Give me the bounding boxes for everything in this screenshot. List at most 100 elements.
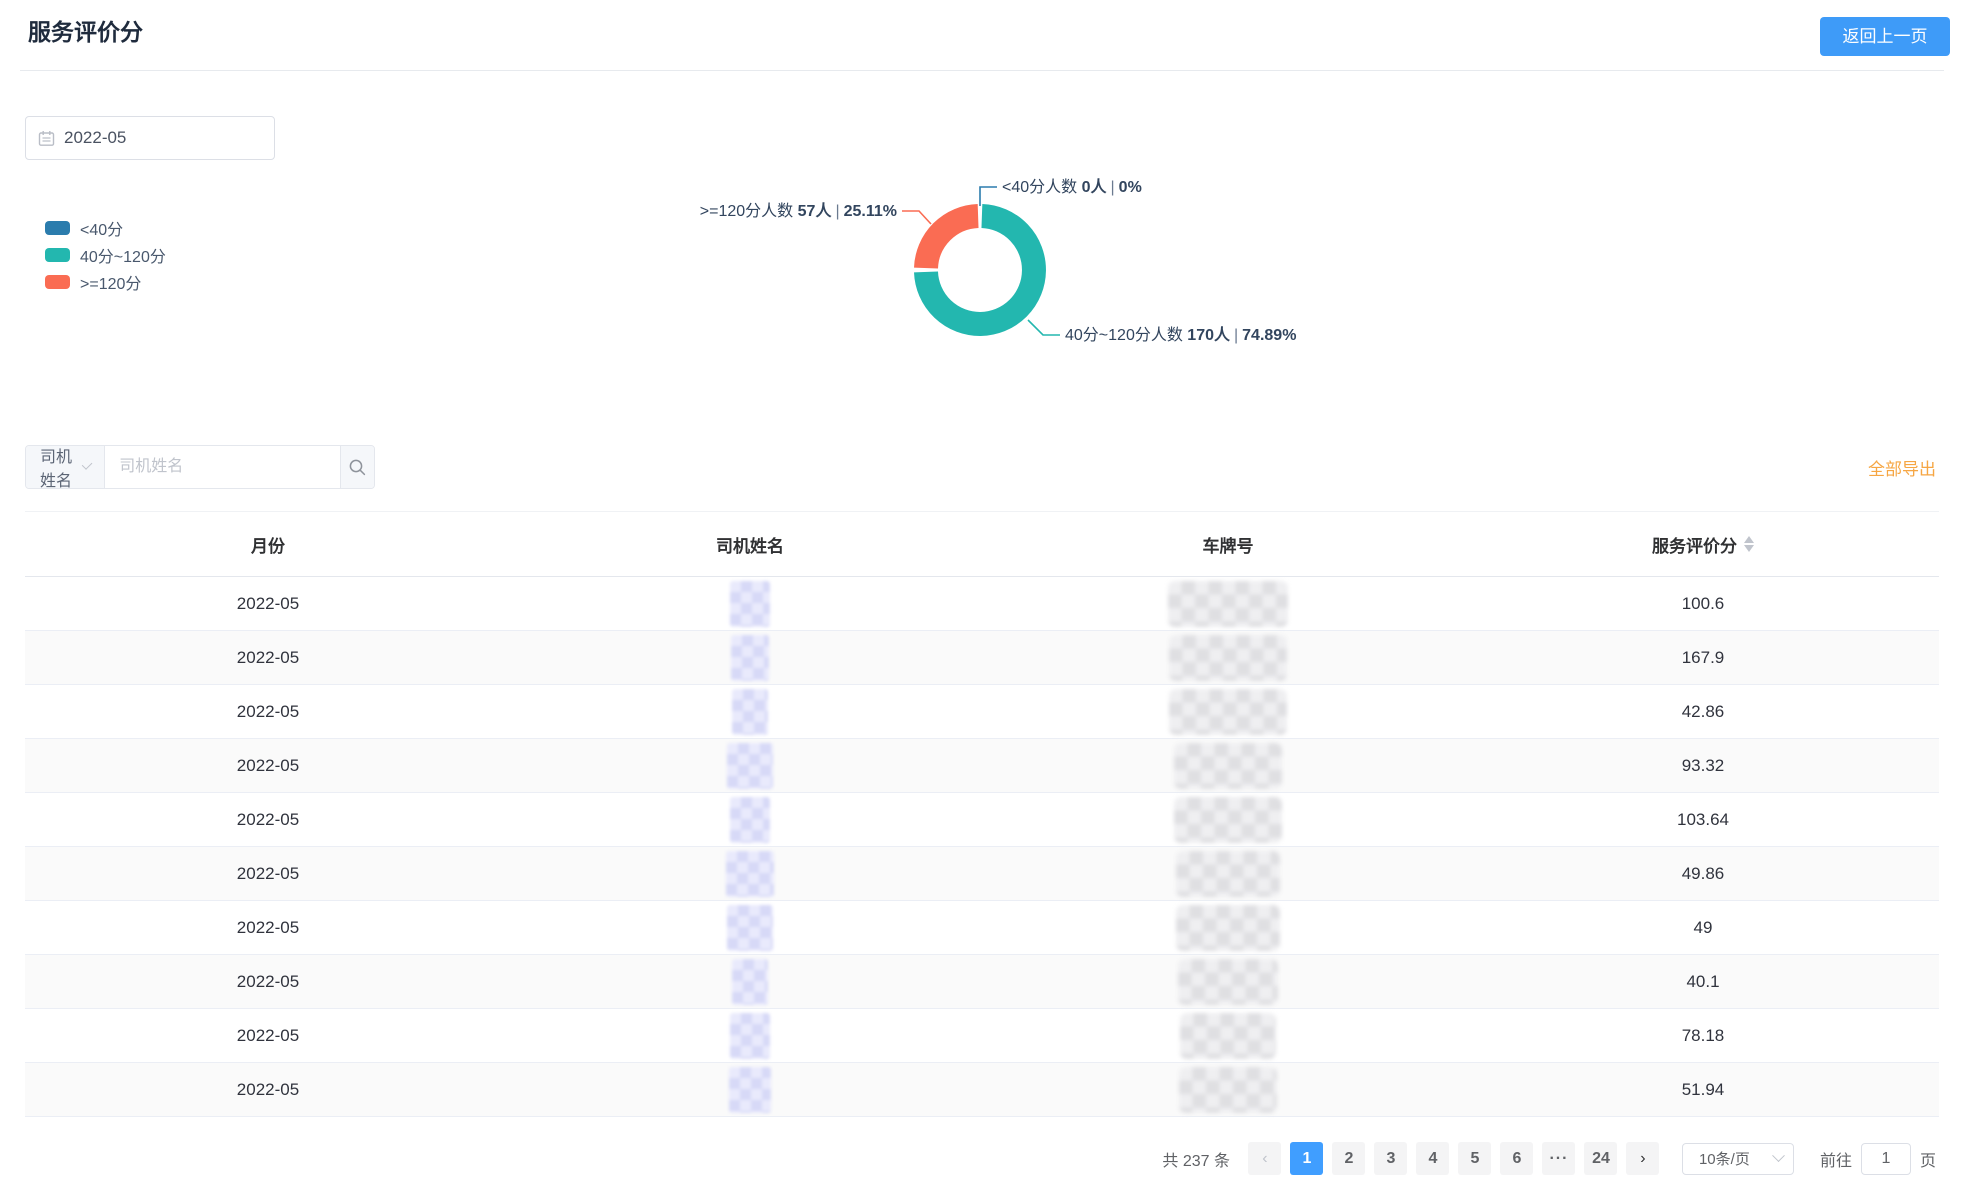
goto-page-input[interactable] — [1860, 1142, 1911, 1175]
pagination-next-button[interactable]: › — [1626, 1142, 1660, 1175]
cell-plate-number — [989, 846, 1467, 901]
table-row: 2022-05 100.6 — [25, 576, 1939, 631]
donut-slice-mid[interactable] — [914, 204, 1046, 336]
legend-item[interactable]: >=120分 — [45, 275, 166, 293]
legend-marker — [45, 221, 70, 235]
cell-driver-name — [511, 900, 989, 955]
driver-name-input[interactable] — [105, 446, 341, 488]
chevron-down-icon — [1772, 1149, 1785, 1163]
legend-item[interactable]: <40分 — [45, 221, 166, 239]
cell-plate-number — [989, 1008, 1467, 1063]
redacted-driver-name — [730, 580, 770, 627]
cell-score: 103.64 — [1467, 792, 1939, 847]
redacted-driver-name — [731, 634, 769, 681]
score-table: 月份 司机姓名 车牌号 服务评价分 2022-05 100.6 2022-05 … — [25, 511, 1939, 1117]
col-month: 月份 — [25, 511, 511, 577]
pagination-page-button[interactable]: 1 — [1290, 1142, 1324, 1175]
page-title: 服务评价分 — [28, 19, 143, 45]
pagination-prev-button[interactable]: ‹ — [1248, 1142, 1282, 1175]
redacted-plate-number — [1174, 796, 1282, 843]
cell-driver-name — [511, 630, 989, 685]
cell-month: 2022-05 — [25, 846, 511, 901]
redacted-plate-number — [1169, 634, 1287, 681]
table-row: 2022-05 103.64 — [25, 792, 1939, 847]
cell-score: 93.32 — [1467, 738, 1939, 793]
table-row: 2022-05 51.94 — [25, 1062, 1939, 1117]
pagination-page-button[interactable]: 24 — [1584, 1142, 1618, 1175]
cell-plate-number — [989, 576, 1467, 631]
table-row: 2022-05 49.86 — [25, 846, 1939, 901]
table-row: 2022-05 40.1 — [25, 954, 1939, 1009]
leader-gte120 — [902, 210, 932, 225]
redacted-driver-name — [730, 796, 770, 843]
cell-driver-name — [511, 684, 989, 739]
table-row: 2022-05 78.18 — [25, 1008, 1939, 1063]
donut-label-mid: 40分~120分人数 170人 | 74.89% — [1065, 327, 1297, 344]
col-score: 服务评价分 — [1467, 511, 1939, 577]
cell-month: 2022-05 — [25, 684, 511, 739]
cell-score: 51.94 — [1467, 1062, 1939, 1117]
redacted-plate-number — [1168, 580, 1288, 627]
redacted-plate-number — [1174, 742, 1282, 789]
cell-month: 2022-05 — [25, 1008, 511, 1063]
pagination-page-button[interactable]: 4 — [1416, 1142, 1450, 1175]
search-button[interactable] — [340, 446, 374, 488]
pagination-page-button[interactable]: 5 — [1458, 1142, 1492, 1175]
pagination-page-button[interactable]: 2 — [1332, 1142, 1366, 1175]
month-picker-value: 2022-05 — [64, 128, 127, 147]
redacted-driver-name — [727, 904, 773, 951]
search-field-select-value: 司机姓名 — [40, 449, 73, 489]
goto-suffix: 页 — [1919, 1152, 1936, 1170]
table-row: 2022-05 93.32 — [25, 738, 1939, 793]
table-row: 2022-05 49 — [25, 900, 1939, 955]
redacted-driver-name — [732, 958, 768, 1005]
cell-score: 40.1 — [1467, 954, 1939, 1009]
goto-label: 前往 — [1819, 1152, 1852, 1170]
cell-month: 2022-05 — [25, 576, 511, 631]
cell-score: 49.86 — [1467, 846, 1939, 901]
search-field-select[interactable]: 司机姓名 — [26, 446, 106, 489]
cell-plate-number — [989, 684, 1467, 739]
cell-month: 2022-05 — [25, 1062, 511, 1117]
redacted-plate-number — [1176, 904, 1280, 951]
chart-legend: <40分 40分~120分 >=120分 — [45, 221, 166, 302]
table-row: 2022-05 42.86 — [25, 684, 1939, 739]
back-button[interactable]: 返回上一页 — [1820, 17, 1950, 56]
pagination-ellipsis[interactable]: ··· — [1542, 1142, 1576, 1175]
cell-driver-name — [511, 576, 989, 631]
page-size-select[interactable]: 10条/页 — [1681, 1142, 1794, 1175]
legend-marker — [45, 248, 70, 262]
legend-item[interactable]: 40分~120分 — [45, 248, 166, 266]
cell-plate-number — [989, 900, 1467, 955]
driver-search-group: 司机姓名 — [25, 445, 375, 489]
month-picker[interactable]: 2022-05 — [25, 116, 275, 160]
pagination-page-button[interactable]: 3 — [1374, 1142, 1408, 1175]
legend-label: >=120分 — [80, 276, 142, 293]
cell-driver-name — [511, 738, 989, 793]
cell-score: 167.9 — [1467, 630, 1939, 685]
table-header-row: 月份 司机姓名 车牌号 服务评价分 — [25, 511, 1939, 577]
col-plate-number: 车牌号 — [989, 511, 1467, 577]
sort-icon[interactable] — [1744, 536, 1754, 552]
redacted-driver-name — [727, 742, 773, 789]
pagination-page-button[interactable]: 6 — [1500, 1142, 1534, 1175]
cell-driver-name — [511, 1062, 989, 1117]
cell-plate-number — [989, 954, 1467, 1009]
cell-driver-name — [511, 1008, 989, 1063]
donut-label-lt40: <40分人数 0人 | 0% — [1002, 179, 1142, 196]
redacted-plate-number — [1169, 688, 1287, 735]
pagination-total: 共 237 条 — [1162, 1152, 1230, 1170]
donut-chart — [902, 186, 1060, 336]
redacted-driver-name — [729, 1066, 771, 1113]
header-divider — [20, 70, 1944, 71]
cell-month: 2022-05 — [25, 792, 511, 847]
leader-mid — [1027, 319, 1060, 336]
page-size-value: 10条/页 — [1698, 1151, 1750, 1168]
cell-score: 49 — [1467, 900, 1939, 955]
table-row: 2022-05 167.9 — [25, 630, 1939, 685]
cell-plate-number — [989, 738, 1467, 793]
export-all-link[interactable]: 全部导出 — [1868, 460, 1936, 479]
redacted-plate-number — [1179, 1066, 1277, 1113]
donut-slice-gte120[interactable] — [914, 204, 980, 270]
